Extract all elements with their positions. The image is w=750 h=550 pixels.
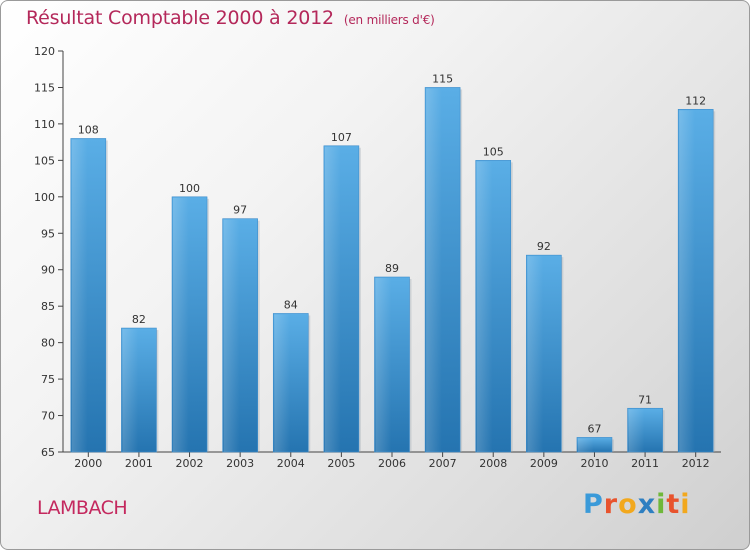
y-tick-label: 80 bbox=[41, 337, 55, 350]
bar-highlight bbox=[71, 139, 88, 452]
bar-highlight bbox=[223, 219, 240, 452]
data-label: 82 bbox=[132, 313, 146, 326]
data-label: 108 bbox=[78, 123, 99, 136]
data-label: 112 bbox=[685, 94, 706, 107]
x-tick-label: 2004 bbox=[277, 457, 305, 470]
data-label: 67 bbox=[587, 422, 601, 435]
bar-highlight bbox=[476, 161, 493, 452]
data-label: 92 bbox=[537, 240, 551, 253]
logo-letter: o bbox=[618, 489, 638, 520]
bar-highlight bbox=[527, 256, 544, 452]
proxiti-logo: Proxiti bbox=[583, 489, 691, 520]
y-tick-label: 100 bbox=[34, 191, 55, 204]
x-tick-label: 2007 bbox=[429, 457, 457, 470]
bar-highlight bbox=[426, 88, 442, 453]
data-label: 105 bbox=[483, 145, 504, 158]
y-tick-label: 85 bbox=[41, 300, 55, 313]
bar-highlight bbox=[375, 278, 392, 452]
logo-letter: x bbox=[637, 489, 657, 520]
chart-subtitle: (en milliers d'€) bbox=[343, 13, 435, 27]
y-tick-label: 110 bbox=[34, 118, 55, 131]
x-tick-label: 2000 bbox=[74, 457, 102, 470]
bar-highlight bbox=[274, 314, 291, 452]
bar-highlight bbox=[679, 110, 695, 452]
x-tick-label: 2006 bbox=[378, 457, 406, 470]
x-tick-label: 2003 bbox=[226, 457, 254, 470]
x-tick-label: 2011 bbox=[631, 457, 659, 470]
y-tick-label: 65 bbox=[41, 446, 55, 459]
logo-letter: i bbox=[656, 489, 667, 520]
commune-name: LAMBACH bbox=[37, 497, 128, 519]
y-tick-label: 90 bbox=[41, 264, 55, 277]
x-tick-label: 2010 bbox=[580, 457, 608, 470]
chart-title: Résultat Comptable 2000 à 2012 (en millie… bbox=[26, 7, 435, 29]
y-tick-label: 105 bbox=[34, 154, 55, 167]
bar-highlight bbox=[173, 197, 189, 452]
y-tick-label: 120 bbox=[34, 45, 55, 58]
x-tick-label: 2009 bbox=[530, 457, 558, 470]
x-tick-label: 2002 bbox=[176, 457, 204, 470]
data-label: 115 bbox=[432, 72, 453, 85]
logo-letter: i bbox=[680, 489, 691, 520]
y-tick-label: 95 bbox=[41, 227, 55, 240]
x-tick-label: 2005 bbox=[327, 457, 355, 470]
x-tick-label: 2012 bbox=[682, 457, 710, 470]
logo-letter: t bbox=[666, 489, 681, 520]
data-label: 97 bbox=[233, 204, 247, 217]
data-label: 89 bbox=[385, 262, 399, 275]
y-tick-label: 70 bbox=[41, 410, 55, 423]
x-tick-label: 2001 bbox=[125, 457, 153, 470]
bar-highlight bbox=[122, 329, 139, 452]
title-text: Résultat Comptable 2000 à 2012 bbox=[26, 7, 334, 29]
data-label: 71 bbox=[638, 393, 652, 406]
logo-letter: P bbox=[583, 489, 604, 520]
bar-highlight bbox=[324, 146, 341, 453]
bar-highlight bbox=[628, 409, 645, 452]
data-label: 107 bbox=[331, 131, 352, 144]
y-tick-label: 115 bbox=[34, 81, 55, 94]
x-tick-label: 2008 bbox=[479, 457, 507, 470]
data-label: 100 bbox=[179, 182, 200, 195]
bar-highlight bbox=[577, 438, 594, 452]
logo-letter: r bbox=[603, 489, 619, 520]
y-tick-label: 75 bbox=[41, 373, 55, 386]
data-label: 84 bbox=[284, 298, 298, 311]
